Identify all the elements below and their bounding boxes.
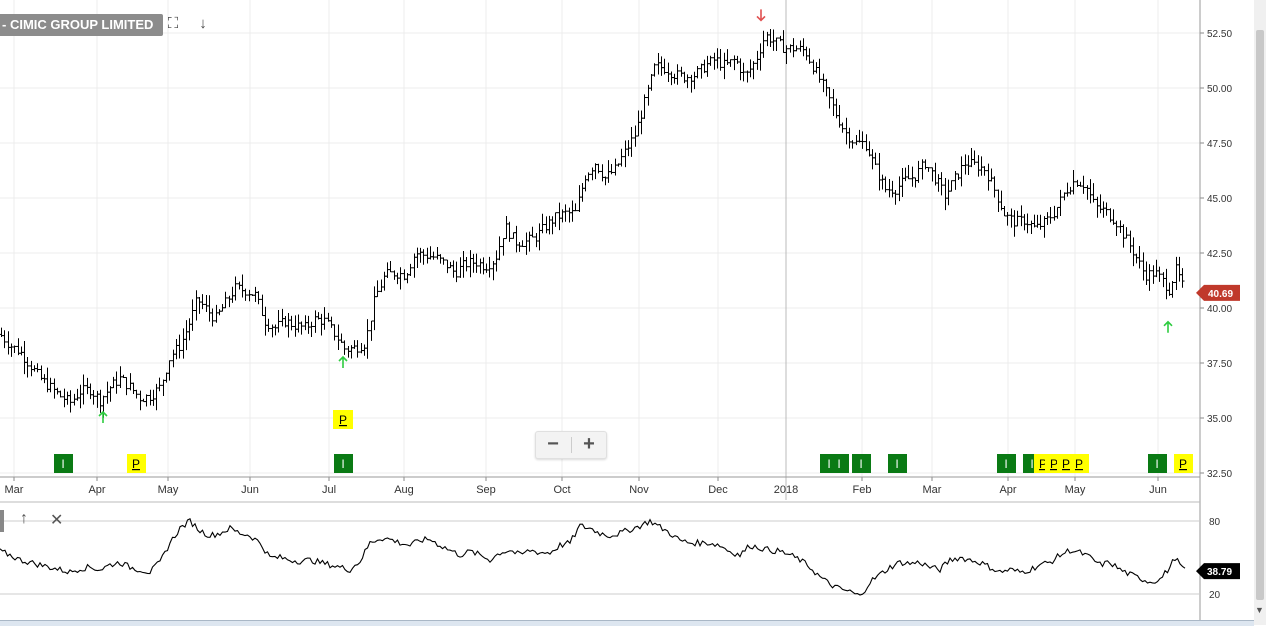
last-price-tag bbox=[1196, 284, 1240, 301]
x-tick-label: Nov bbox=[629, 484, 649, 496]
indicator-line bbox=[0, 518, 1186, 596]
y-tick-label: 47.50 bbox=[1207, 139, 1232, 150]
y-tick-label: 45.00 bbox=[1207, 194, 1232, 205]
event-marker-label: P bbox=[339, 413, 347, 427]
event-marker-label: I bbox=[859, 457, 862, 471]
event-marker-label: P bbox=[1062, 457, 1070, 471]
expand-icon[interactable]: ⛶ bbox=[167, 15, 179, 32]
y-tick-label: 32.50 bbox=[1207, 469, 1232, 480]
x-tick-label: Aug bbox=[394, 484, 414, 496]
event-marker-label: I bbox=[1155, 457, 1158, 471]
y-tick-label: 35.00 bbox=[1207, 414, 1232, 425]
x-tick-label: Mar bbox=[923, 484, 942, 496]
up-arrow-icon bbox=[98, 410, 108, 423]
zoom-in-button[interactable]: + bbox=[583, 433, 595, 455]
event-marker-P[interactable] bbox=[127, 454, 146, 473]
zoom-out-button[interactable]: − bbox=[547, 433, 559, 455]
event-marker-label: P bbox=[1039, 457, 1047, 471]
event-marker-label: I bbox=[837, 457, 840, 471]
up-arrow-icon bbox=[338, 355, 348, 368]
event-marker-label: P bbox=[1179, 457, 1187, 471]
event-marker-I[interactable] bbox=[54, 454, 73, 473]
zoom-separator bbox=[571, 437, 572, 453]
y-tick-label: 37.50 bbox=[1207, 359, 1232, 370]
y-tick-label: 52.50 bbox=[1207, 29, 1232, 40]
event-marker-label: I bbox=[61, 457, 64, 471]
x-tick-label: May bbox=[158, 484, 179, 496]
event-marker-I[interactable] bbox=[888, 454, 907, 473]
y-tick-label: 42.50 bbox=[1207, 249, 1232, 260]
scrollbar-thumb[interactable] bbox=[1256, 30, 1264, 600]
chart-title-badge[interactable]: - CIMIC GROUP LIMITED bbox=[0, 14, 164, 36]
event-marker-I[interactable] bbox=[852, 454, 871, 473]
y-tick-label: 40.00 bbox=[1207, 304, 1232, 315]
move-up-icon[interactable]: ↑ bbox=[20, 510, 28, 527]
x-tick-label: Mar bbox=[5, 484, 24, 496]
x-tick-label: Oct bbox=[553, 484, 570, 496]
x-tick-label: Jun bbox=[241, 484, 259, 496]
y-tick-label: 50.00 bbox=[1207, 84, 1232, 95]
x-tick-label: Apr bbox=[999, 484, 1016, 496]
event-marker-I[interactable] bbox=[1148, 454, 1167, 473]
x-tick-label: Apr bbox=[88, 484, 105, 496]
event-marker-label: I bbox=[895, 457, 898, 471]
x-tick-label: May bbox=[1065, 484, 1086, 496]
event-marker-I[interactable] bbox=[830, 454, 849, 473]
close-icon[interactable]: ✕ bbox=[50, 512, 64, 529]
x-tick-label: Jul bbox=[322, 484, 336, 496]
event-marker-label: P bbox=[1075, 457, 1083, 471]
x-tick-label: Sep bbox=[476, 484, 496, 496]
bottom-border bbox=[0, 620, 1254, 626]
arrow-down-icon[interactable]: ↓ bbox=[199, 15, 207, 32]
event-marker-I[interactable] bbox=[334, 454, 353, 473]
x-tick-label: Jun bbox=[1149, 484, 1167, 496]
event-marker-I[interactable] bbox=[997, 454, 1016, 473]
x-tick-label: Dec bbox=[708, 484, 728, 496]
event-marker-label: P bbox=[132, 457, 140, 471]
indicator-y-tick-label: 20 bbox=[1209, 590, 1221, 601]
event-marker-P-highlight[interactable] bbox=[333, 410, 353, 429]
scroll-down-arrow-icon[interactable]: ▼ bbox=[1255, 605, 1264, 615]
indicator-last-value-tag bbox=[1196, 563, 1240, 580]
event-marker-label: I bbox=[827, 457, 830, 471]
event-marker-label: I bbox=[341, 457, 344, 471]
indicator-last-value-label: 38.79 bbox=[1207, 567, 1232, 578]
event-marker-P[interactable] bbox=[1174, 454, 1193, 473]
event-marker-label: P bbox=[1050, 457, 1058, 471]
event-marker-P[interactable] bbox=[1070, 454, 1089, 473]
zoom-control: − + bbox=[535, 431, 607, 459]
indicator-drag-handle[interactable] bbox=[0, 510, 4, 532]
event-marker-label: I bbox=[1004, 457, 1007, 471]
indicator-y-tick-label: 80 bbox=[1209, 517, 1221, 528]
up-arrow-icon bbox=[1163, 320, 1173, 333]
x-tick-label: Feb bbox=[853, 484, 872, 496]
down-arrow-icon bbox=[756, 9, 766, 22]
last-price-label: 40.69 bbox=[1208, 289, 1233, 300]
event-marker-label: I bbox=[1030, 457, 1033, 471]
